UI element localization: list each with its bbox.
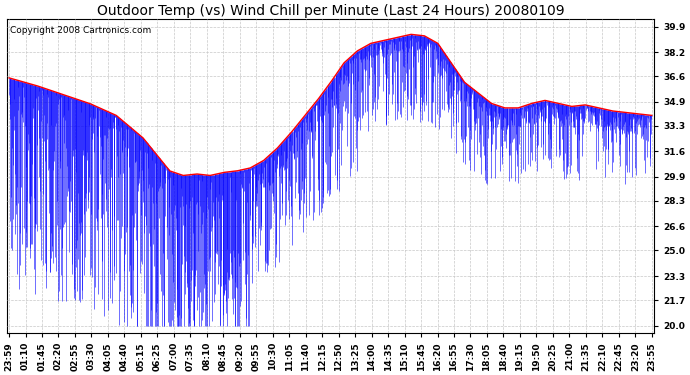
Title: Outdoor Temp (vs) Wind Chill per Minute (Last 24 Hours) 20080109: Outdoor Temp (vs) Wind Chill per Minute …: [97, 4, 564, 18]
Text: Copyright 2008 Cartronics.com: Copyright 2008 Cartronics.com: [10, 26, 151, 34]
